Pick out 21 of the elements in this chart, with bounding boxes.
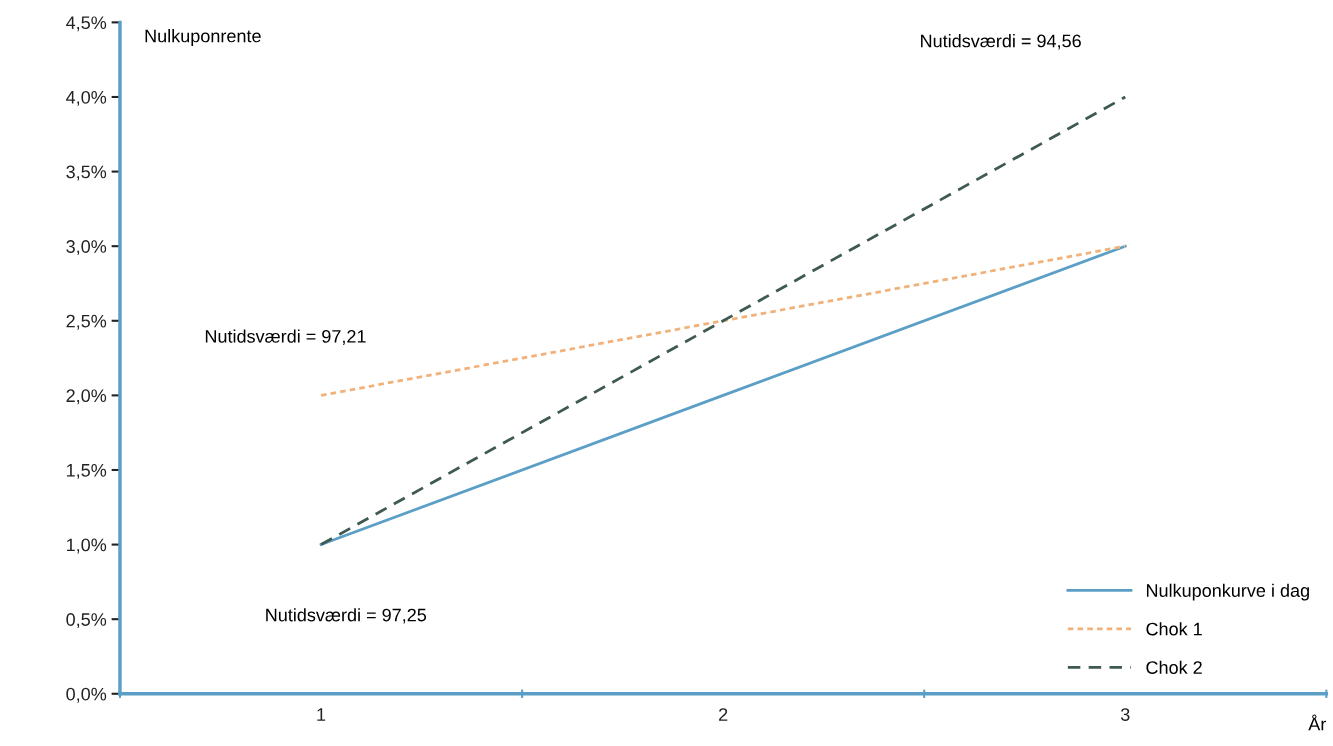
y-tick-label: 0,0% [66,687,107,703]
y-tick-label: 3,5% [66,165,107,181]
legend-label: Nulkuponkurve i dag [1146,583,1309,601]
legend-label: Chok 2 [1146,660,1202,674]
x-tick-label: 2 [719,708,728,721]
x-tick-label: 1 [317,708,326,721]
y-tick-label: 3,0% [66,240,107,256]
y-tick-label: 1,0% [67,538,107,554]
annotation: Nutidsværdi = 94,56 [921,34,1081,50]
x-axis-title: År [1308,714,1327,731]
x-tick-label: 3 [1120,708,1130,721]
y-tick-label: 4,5% [66,16,107,32]
y-tick-label: 2,5% [66,314,107,330]
annotation: Nutidsværdi = 97,25 [266,608,427,624]
y-tick-label: 0,5% [66,613,107,629]
y-tick-label: 2,0% [66,389,107,405]
y-tick-label: 1,5% [67,463,107,479]
y-axis-title: Nulkuponrente [145,29,261,46]
legend-label: Chok 1 [1146,622,1202,636]
annotation: Nutidsværdi = 97,21 [205,329,366,345]
y-tick-label: 4,0% [66,90,107,106]
